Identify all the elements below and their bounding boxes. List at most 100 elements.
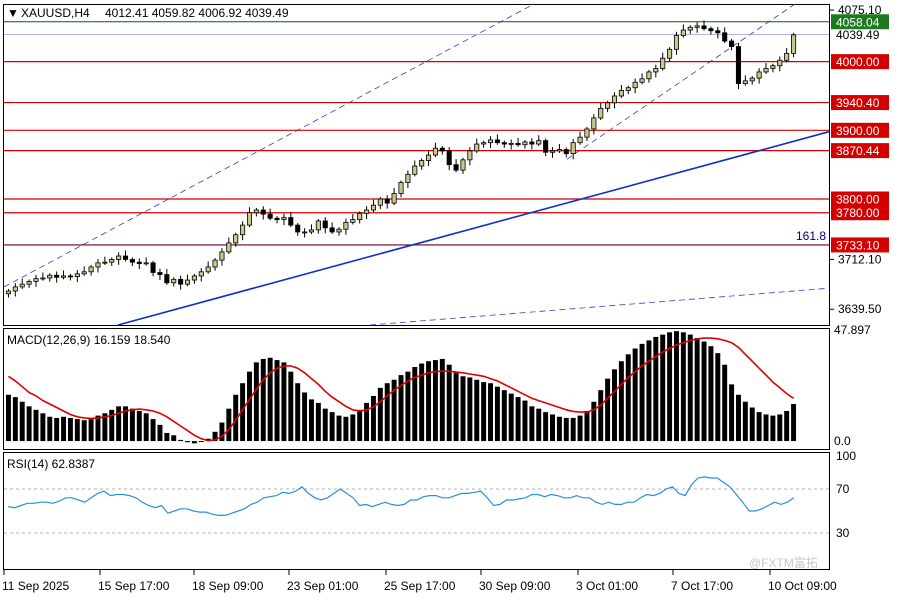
candle-body [467,150,473,161]
candle-body [722,32,728,42]
macd-bar [129,408,135,442]
candle-body [129,259,135,263]
rsi-axis-label: 100 [836,449,856,463]
level-label: 4000.00 [836,55,880,69]
macd-bar [446,364,452,442]
macd-bar [364,402,370,442]
macd-bar [584,410,590,442]
candle-body [556,149,562,152]
fib-label: 161.8 [796,229,826,243]
candle-body [453,164,459,171]
candle-body [240,224,246,236]
candle-body [302,231,308,234]
candle-body [384,198,390,204]
candle-body [439,147,445,152]
candle-body [308,229,315,233]
symbol-label: XAUUSD,H4 [21,6,90,20]
price-axis-label: 3639.50 [838,302,882,316]
macd-bar [157,424,163,442]
macd-bar [639,343,645,442]
macd-bar [370,395,376,442]
macd-bar [598,390,604,442]
candle-body [74,273,80,278]
macd-bar [467,377,473,442]
candle-body [336,228,342,233]
macd-bar [47,416,53,442]
macd-panel [3,328,830,450]
candle-body [660,57,666,69]
macd-bar [281,362,287,442]
macd-bar [453,371,459,442]
macd-bar [625,354,631,442]
macd-bar [198,441,204,443]
macd-bar [315,402,321,442]
candle-body [632,81,638,89]
macd-bar [405,371,411,442]
macd-bar [515,397,521,442]
macd-bar [54,417,60,442]
level-label: 3940.40 [836,96,880,110]
candle-body [67,275,73,278]
macd-bar [508,393,514,442]
macd-bar [95,415,101,442]
macd-bar [536,408,542,442]
macd-bar [33,409,39,442]
candle-body [33,278,39,282]
candle-body [770,65,776,69]
macd-bar [5,394,11,442]
candle-body [419,160,425,167]
bid-label-box [831,27,889,43]
time-axis-label: 3 Oct 01:00 [576,579,638,593]
candle-body [81,271,87,275]
macd-bar [185,441,190,443]
candle-body [494,139,500,144]
macd-bar [570,417,576,442]
macd-bar [481,382,487,442]
macd-bar [667,332,673,442]
level-label: 3733.10 [836,238,880,252]
level-label-box [831,143,889,159]
macd-axis-label: 47.897 [834,323,871,337]
macd-bar [632,348,638,442]
rsi-axis-label: 30 [836,526,850,540]
candle-body [501,142,507,145]
trend-line [117,130,830,326]
macd-bar [343,416,349,442]
macd-bar [729,384,735,442]
macd-bar [412,367,418,442]
time-axis-label: 30 Sep 09:00 [479,579,551,593]
candle-body [95,262,101,268]
macd-bar [460,376,466,442]
level-label-box [831,191,889,207]
rsi-line [8,476,795,516]
candle-body [515,142,521,146]
candle-body [460,159,466,171]
candle-body [191,275,197,281]
time-axis-label: 15 Sep 17:00 [98,579,170,593]
header-arrow-icon[interactable]: ▼ [7,6,19,20]
macd-bar [288,371,294,442]
candle-body [157,272,163,275]
macd-bar [618,361,624,442]
candle-body [715,30,721,34]
macd-bar [123,406,129,442]
macd-bar [543,412,549,442]
candle-body [563,149,569,155]
candle-body [198,271,204,277]
candle-body [673,35,680,50]
candle-body [253,209,259,214]
candle-body [791,34,797,54]
macd-bar [19,401,25,442]
candle-body [777,59,783,67]
candle-body [508,142,514,145]
candle-body [274,217,280,221]
macd-bar [501,390,507,442]
macd-bar [308,399,314,442]
candle-body [295,224,301,233]
candle-body [481,142,487,145]
macd-bar [143,413,149,442]
macd-bar [612,369,617,442]
macd-bar [605,378,611,442]
candle-body [680,29,686,36]
